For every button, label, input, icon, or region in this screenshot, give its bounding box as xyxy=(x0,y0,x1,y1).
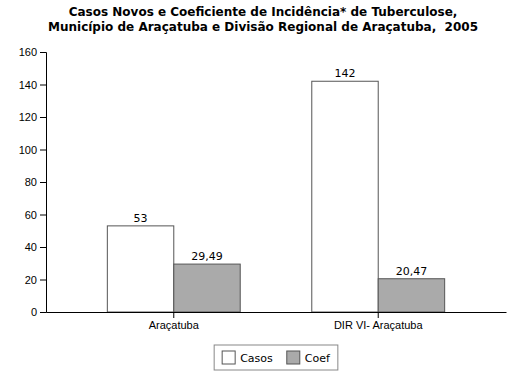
tick: 140 xyxy=(19,79,46,91)
tick-mark xyxy=(378,312,379,318)
series xyxy=(174,264,445,312)
tick: 160 xyxy=(19,46,46,58)
bars xyxy=(107,81,444,312)
legend-frame xyxy=(214,345,338,370)
tick-mark xyxy=(40,182,46,183)
tick-mark xyxy=(40,52,46,53)
tick-label: 60 xyxy=(25,209,37,221)
legend-swatch xyxy=(222,351,235,364)
tick: Araçatuba xyxy=(149,312,200,331)
plot: 0 20 40 60 80 100 120 140 160 Araçatuba DIR VI- Ar… xyxy=(19,46,507,331)
tick: 100 xyxy=(19,144,46,156)
tick-label: Araçatuba xyxy=(149,319,200,331)
tick-mark xyxy=(40,85,46,86)
tick-label: 120 xyxy=(19,111,37,123)
bar xyxy=(378,279,444,312)
legend-label: Casos xyxy=(240,352,273,365)
tick-label: 140 xyxy=(19,79,37,91)
legend-label: Coef xyxy=(305,352,331,365)
series xyxy=(107,81,378,312)
bar xyxy=(107,226,173,312)
tick-label: 80 xyxy=(25,176,37,188)
tick: 40 xyxy=(25,241,46,253)
tick-label: 0 xyxy=(31,306,37,318)
tick-mark xyxy=(40,247,46,248)
tick-mark xyxy=(40,150,46,151)
tick-mark xyxy=(173,312,174,318)
bar xyxy=(174,264,240,312)
title-line: Município de Araçatuba e Divisão Regiona… xyxy=(48,20,478,34)
axis-line xyxy=(47,312,507,313)
tick: 80 xyxy=(25,176,46,188)
data-label: 29,49 xyxy=(191,250,223,263)
title: Casos Novos e Coeficiente de Incidência*… xyxy=(48,5,478,34)
tick-mark xyxy=(40,280,46,281)
tick-label: 20 xyxy=(25,274,37,286)
tick: 60 xyxy=(25,209,46,221)
tick-label: 160 xyxy=(19,46,37,58)
chart: Casos Novos e Coeficiente de Incidência*… xyxy=(0,0,526,378)
tick-mark xyxy=(40,312,46,313)
legend-swatch xyxy=(287,351,300,364)
tick: 20 xyxy=(25,274,46,286)
x-axis: Araçatuba DIR VI- Araçatuba xyxy=(47,312,507,331)
tick: 0 xyxy=(31,306,46,318)
title-line: Casos Novos e Coeficiente de Incidência*… xyxy=(69,5,458,19)
data-label: 20,47 xyxy=(396,265,428,278)
data-label: 53 xyxy=(134,212,148,225)
tick-mark xyxy=(40,215,46,216)
y-axis: 0 20 40 60 80 100 120 140 160 xyxy=(19,46,47,318)
data-label: 142 xyxy=(335,67,356,80)
data-labels: 53 142 29,49 20,47 xyxy=(134,67,428,277)
tick: 120 xyxy=(19,111,46,123)
tick: DIR VI- Araçatuba xyxy=(334,312,424,331)
bar xyxy=(312,81,378,312)
axis-line xyxy=(40,53,47,313)
tick-label: DIR VI- Araçatuba xyxy=(334,319,424,331)
tick-mark xyxy=(40,117,46,118)
legend: Casos Coef xyxy=(214,345,338,370)
tick-label: 40 xyxy=(25,241,37,253)
tick-label: 100 xyxy=(19,144,37,156)
